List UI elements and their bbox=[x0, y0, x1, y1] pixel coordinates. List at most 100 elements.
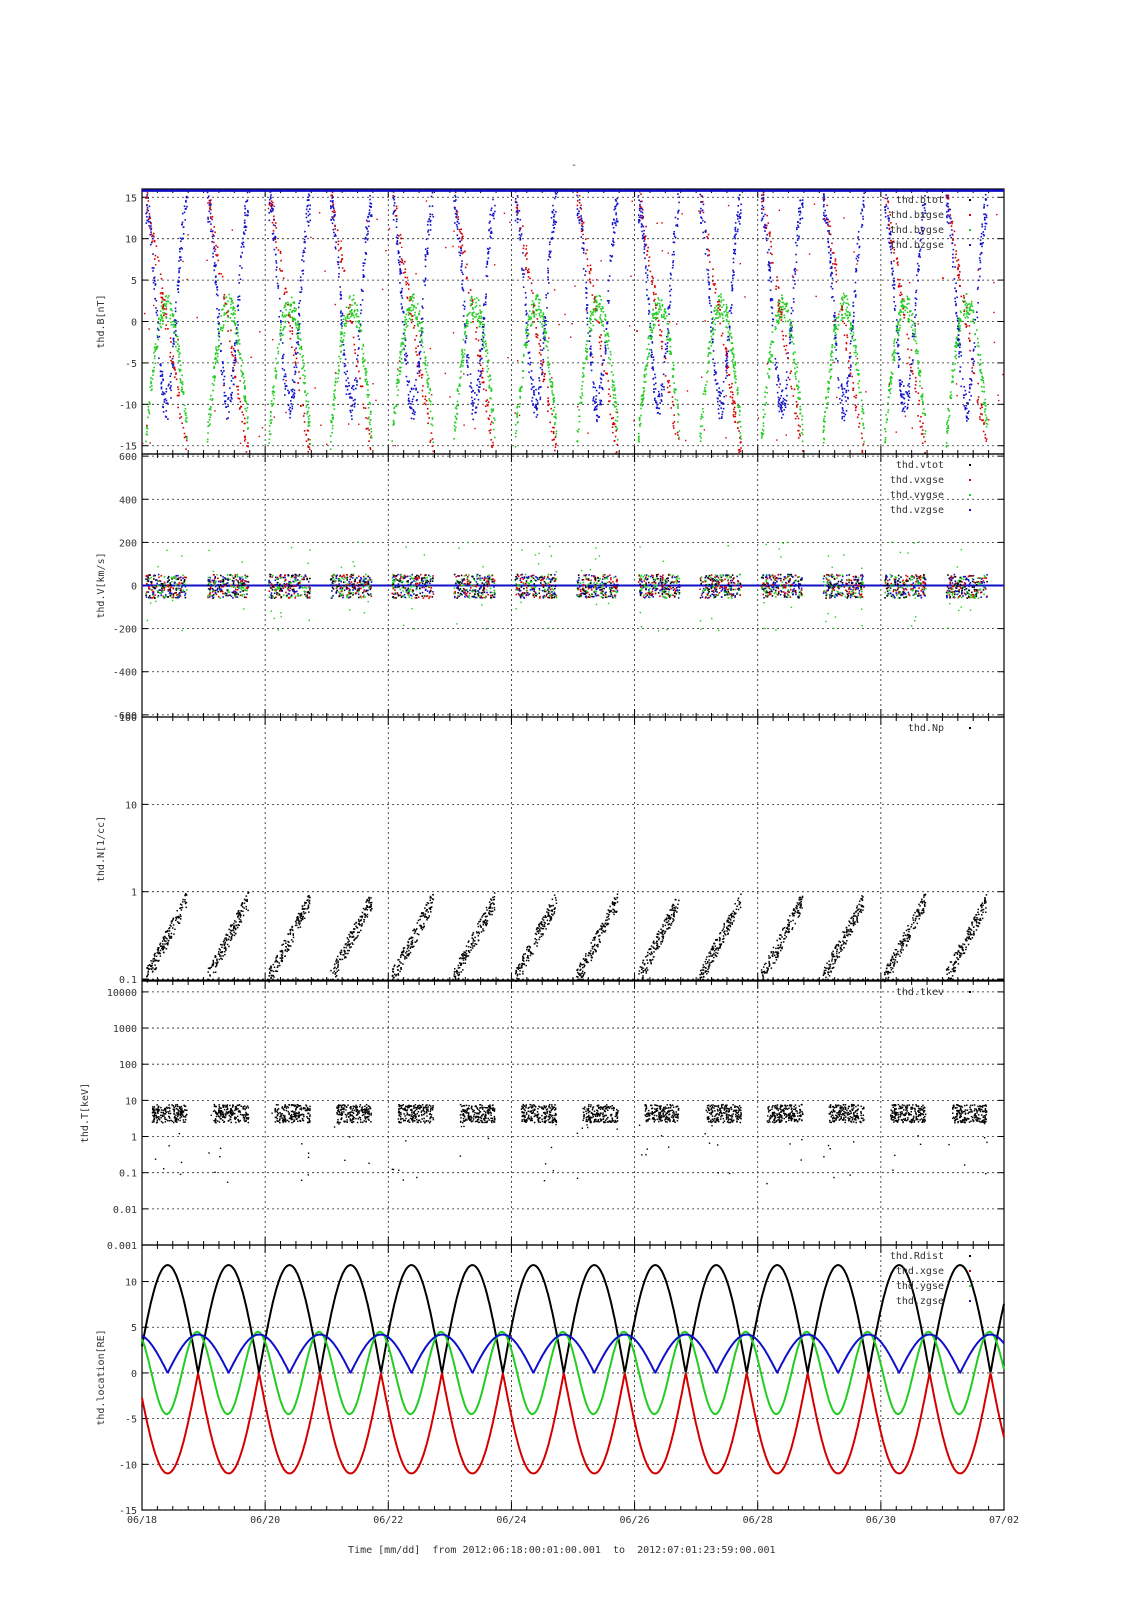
data-point bbox=[208, 195, 210, 198]
data-point bbox=[275, 370, 278, 373]
data-point bbox=[777, 376, 779, 379]
data-point bbox=[223, 296, 225, 298]
data-point bbox=[558, 323, 560, 326]
data-point bbox=[794, 373, 797, 376]
data-point bbox=[651, 362, 654, 364]
data-point bbox=[769, 353, 772, 356]
data-point bbox=[358, 326, 361, 329]
data-point bbox=[332, 207, 335, 210]
data-point bbox=[241, 420, 243, 423]
data-point bbox=[520, 390, 522, 393]
data-point bbox=[594, 402, 596, 404]
data-point bbox=[489, 378, 492, 381]
data-point bbox=[542, 332, 545, 335]
data-point bbox=[648, 303, 651, 305]
data-point bbox=[796, 227, 798, 229]
data-point bbox=[660, 388, 663, 391]
data-point bbox=[159, 325, 162, 328]
data-point bbox=[159, 273, 162, 275]
data-point bbox=[458, 392, 460, 395]
data-point bbox=[458, 246, 460, 248]
data-point bbox=[230, 380, 233, 382]
data-point bbox=[339, 345, 341, 348]
data-point bbox=[551, 439, 554, 441]
data-point bbox=[154, 350, 156, 352]
data-point bbox=[246, 402, 248, 405]
data-point bbox=[599, 303, 601, 305]
data-point bbox=[732, 356, 735, 359]
data-point bbox=[398, 263, 401, 266]
data-point bbox=[639, 404, 642, 406]
data-point bbox=[343, 362, 346, 365]
data-point bbox=[645, 368, 647, 371]
data-point bbox=[521, 386, 523, 389]
data-point bbox=[341, 257, 344, 260]
data-point bbox=[348, 423, 350, 425]
data-point bbox=[783, 316, 786, 319]
data-point bbox=[244, 225, 247, 227]
data-point bbox=[223, 370, 225, 372]
data-point bbox=[169, 386, 172, 389]
data-point bbox=[150, 233, 153, 236]
data-point bbox=[539, 309, 542, 311]
data-point bbox=[399, 282, 401, 284]
data-point bbox=[777, 377, 780, 380]
data-point bbox=[713, 369, 716, 372]
data-point bbox=[503, 212, 506, 214]
data-point bbox=[482, 338, 484, 340]
data-point bbox=[242, 241, 245, 244]
data-point bbox=[671, 400, 674, 403]
data-point bbox=[708, 296, 710, 298]
data-point bbox=[418, 312, 420, 315]
data-point bbox=[650, 356, 653, 358]
data-point bbox=[549, 256, 552, 258]
data-point bbox=[273, 397, 275, 400]
data-point bbox=[777, 287, 780, 289]
data-point bbox=[862, 443, 865, 445]
data-point bbox=[340, 333, 342, 336]
data-point bbox=[733, 271, 735, 274]
data-point bbox=[460, 249, 463, 252]
data-point bbox=[459, 385, 461, 387]
data-point bbox=[796, 384, 799, 387]
data-point bbox=[712, 327, 715, 329]
data-point bbox=[611, 426, 614, 428]
data-point bbox=[151, 378, 154, 380]
data-point bbox=[214, 410, 216, 412]
data-point bbox=[426, 374, 429, 376]
data-point bbox=[768, 279, 770, 282]
data-point bbox=[349, 409, 351, 412]
data-point bbox=[210, 405, 212, 408]
data-point bbox=[186, 436, 188, 438]
data-point bbox=[797, 210, 800, 213]
data-point bbox=[430, 423, 433, 425]
data-point bbox=[216, 316, 219, 319]
data-point bbox=[459, 377, 461, 380]
data-point bbox=[456, 412, 458, 415]
data-point bbox=[352, 294, 355, 297]
data-point bbox=[764, 227, 766, 229]
data-point bbox=[344, 317, 347, 319]
data-point bbox=[801, 433, 804, 436]
data-point bbox=[732, 414, 735, 416]
data-point bbox=[593, 400, 596, 403]
data-point bbox=[474, 306, 477, 308]
data-point bbox=[432, 215, 435, 218]
data-point bbox=[609, 259, 612, 262]
data-point bbox=[616, 197, 618, 200]
data-point bbox=[522, 276, 525, 278]
data-point bbox=[334, 380, 337, 383]
data-point bbox=[835, 325, 837, 328]
data-point bbox=[460, 361, 463, 363]
data-point bbox=[585, 238, 587, 240]
data-point bbox=[853, 395, 856, 398]
data-point bbox=[277, 350, 280, 353]
data-point bbox=[172, 364, 174, 367]
data-point bbox=[853, 311, 855, 314]
data-point bbox=[335, 377, 337, 380]
data-point bbox=[585, 304, 588, 306]
data-point bbox=[552, 394, 555, 396]
data-point bbox=[461, 244, 464, 247]
data-point bbox=[554, 446, 557, 449]
data-point bbox=[362, 274, 365, 276]
